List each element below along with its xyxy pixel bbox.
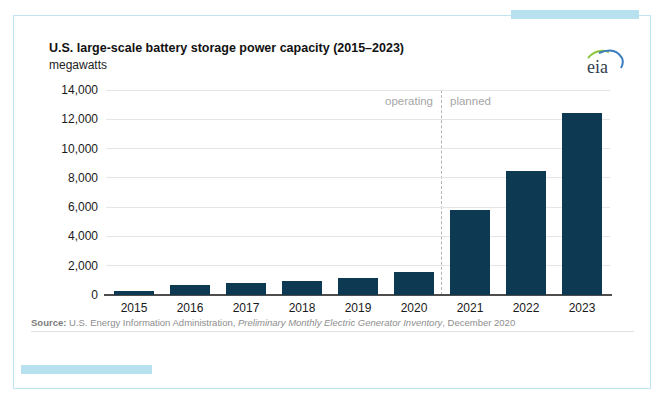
bar-2018 (282, 281, 322, 295)
source-divider-line (31, 331, 634, 332)
y-tick-label: 4,000 (38, 229, 98, 243)
x-tick-label: 2017 (218, 301, 274, 315)
source-text-1: U.S. Energy Information Administration, (66, 317, 238, 328)
bar-2015 (114, 291, 154, 295)
source-text-2: , December 2020 (442, 317, 515, 328)
y-tick-label: 10,000 (38, 142, 98, 156)
decorative-bar-top (511, 10, 639, 19)
x-tick-label: 2022 (498, 301, 554, 315)
operating-zone-label: operating (283, 95, 433, 107)
x-tick-label: 2019 (330, 301, 386, 315)
x-tick-label: 2016 (162, 301, 218, 315)
bar-2023 (562, 113, 602, 295)
gridline (106, 148, 610, 149)
bar-2019 (338, 278, 378, 295)
y-tick-label: 8,000 (38, 171, 98, 185)
y-tick-label: 0 (38, 288, 98, 302)
y-tick-label: 6,000 (38, 200, 98, 214)
source-label: Source: (31, 317, 66, 328)
bar-2016 (170, 285, 210, 295)
x-tick-label: 2020 (386, 301, 442, 315)
gridline (106, 90, 610, 91)
x-tick-label: 2015 (106, 301, 162, 315)
gridline (106, 119, 610, 120)
bar-2020 (394, 272, 434, 295)
x-tick-label: 2021 (442, 301, 498, 315)
bar-2022 (506, 171, 546, 295)
bar-2021 (450, 210, 490, 295)
decorative-bar-bottom (21, 365, 152, 374)
planned-zone-label: planned (450, 95, 600, 107)
screenshot-canvas: U.S. large-scale battery storage power c… (0, 0, 662, 401)
chart-area: operating planned 14,000 12,000 10,000 8,00… (0, 0, 662, 401)
y-tick-label: 2,000 (38, 259, 98, 273)
y-tick-label: 12,000 (38, 112, 98, 126)
source-note: Source: U.S. Energy Information Administ… (31, 317, 631, 328)
x-tick-label: 2018 (274, 301, 330, 315)
bar-2017 (226, 283, 266, 295)
source-publication-name: Preliminary Monthly Electric Generator I… (238, 317, 442, 328)
y-tick-label: 14,000 (38, 83, 98, 97)
x-tick-label: 2023 (554, 301, 610, 315)
